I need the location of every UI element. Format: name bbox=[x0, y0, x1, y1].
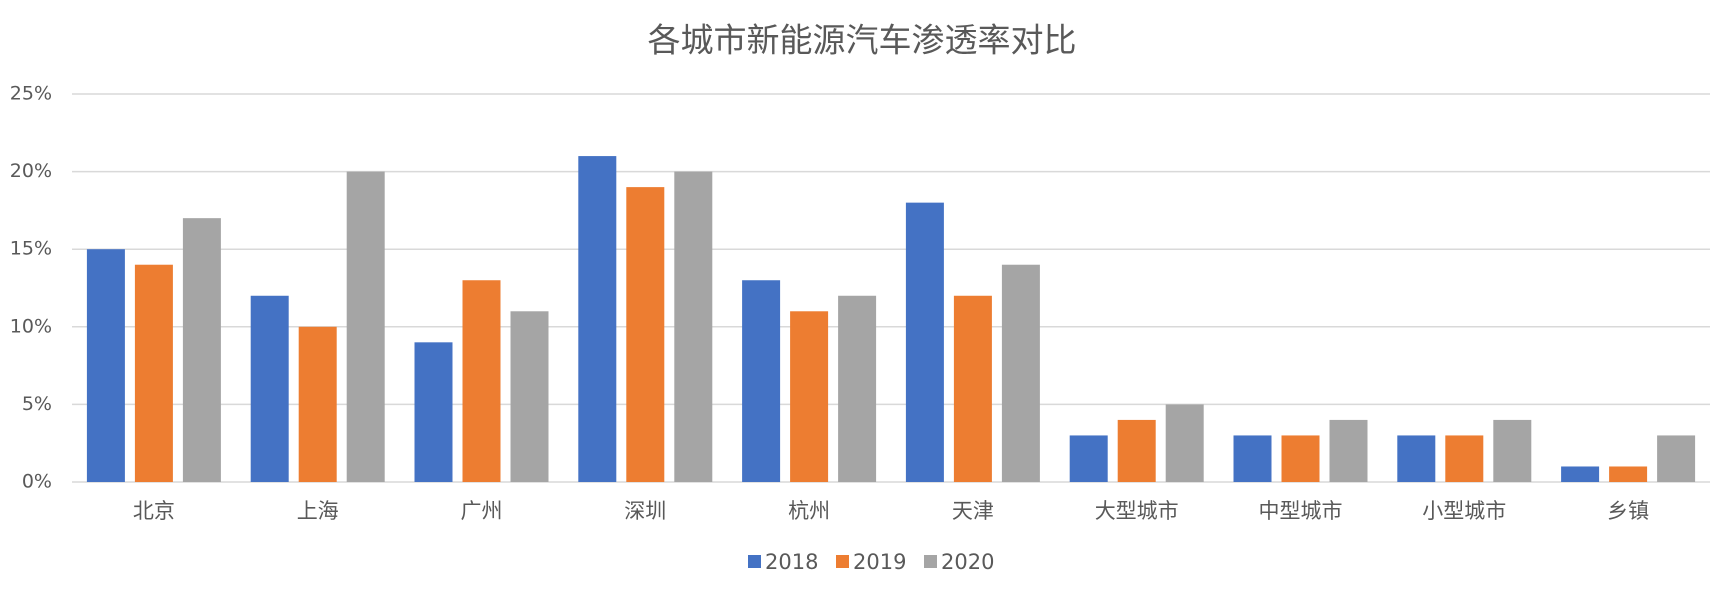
bar bbox=[510, 311, 549, 482]
x-tick-label: 杭州 bbox=[788, 499, 830, 523]
bar bbox=[1281, 435, 1320, 482]
bar bbox=[346, 171, 385, 482]
bar bbox=[838, 295, 877, 482]
legend-swatch bbox=[748, 555, 761, 568]
bar bbox=[1165, 404, 1204, 482]
x-tick-label: 北京 bbox=[133, 499, 175, 523]
legend-swatch bbox=[924, 555, 937, 568]
bar bbox=[1657, 435, 1696, 482]
bar bbox=[462, 280, 501, 482]
x-tick-label: 乡镇 bbox=[1607, 499, 1649, 523]
bar bbox=[1069, 435, 1108, 482]
bar bbox=[182, 218, 221, 482]
legend-label: 2018 bbox=[765, 550, 818, 574]
legend-label: 2020 bbox=[941, 550, 994, 574]
bar bbox=[1117, 419, 1156, 482]
bar bbox=[905, 202, 944, 482]
bar bbox=[674, 171, 713, 482]
y-tick-label: 5% bbox=[22, 393, 52, 415]
bar bbox=[1561, 466, 1600, 482]
bar bbox=[578, 156, 617, 482]
bar bbox=[1397, 435, 1436, 482]
x-tick-label: 中型城市 bbox=[1259, 499, 1343, 523]
bar bbox=[134, 264, 173, 482]
x-tick-label: 小型城市 bbox=[1422, 499, 1506, 523]
x-tick-label: 广州 bbox=[461, 499, 503, 523]
bar bbox=[1001, 264, 1040, 482]
bar bbox=[1329, 419, 1368, 482]
bar bbox=[250, 295, 289, 482]
y-tick-label: 20% bbox=[10, 160, 52, 182]
y-tick-label: 0% bbox=[22, 471, 52, 493]
x-tick-label: 天津 bbox=[952, 499, 994, 523]
bar bbox=[86, 249, 125, 482]
legend-label: 2019 bbox=[853, 550, 906, 574]
bar bbox=[1493, 419, 1532, 482]
x-tick-label: 上海 bbox=[297, 499, 339, 523]
y-tick-label: 15% bbox=[10, 238, 52, 260]
bar bbox=[742, 280, 781, 482]
bar bbox=[790, 311, 829, 482]
y-tick-label: 25% bbox=[10, 83, 52, 105]
x-tick-label: 深圳 bbox=[624, 499, 666, 523]
chart-title: 各城市新能源汽车渗透率对比 bbox=[648, 21, 1077, 60]
bar bbox=[1609, 466, 1648, 482]
bar bbox=[414, 342, 453, 482]
bar bbox=[1445, 435, 1484, 482]
y-tick-label: 10% bbox=[10, 315, 52, 337]
x-tick-label: 大型城市 bbox=[1095, 499, 1179, 523]
legend-swatch bbox=[836, 555, 849, 568]
bar bbox=[626, 187, 665, 482]
bar bbox=[953, 295, 992, 482]
bar bbox=[298, 326, 337, 482]
bar bbox=[1233, 435, 1272, 482]
